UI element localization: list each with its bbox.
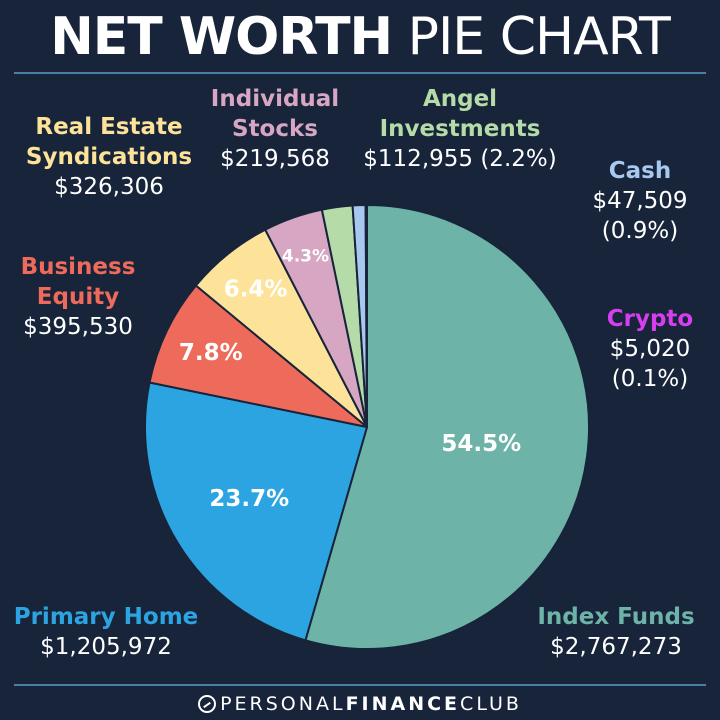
pie-percent-index-funds: 54.5% <box>441 431 521 457</box>
title-divider <box>14 72 706 74</box>
label-cash-pct: (0.9%) <box>601 218 679 244</box>
label-angel: Angel Investments $112,955 (2.2%) <box>355 84 565 174</box>
pie-percent-primary-home: 23.7% <box>209 486 289 512</box>
label-stocks-name1: Individual <box>210 86 340 112</box>
label-cash: Cash $47,509 (0.9%) <box>580 156 700 246</box>
label-index-name: Index Funds <box>537 604 695 630</box>
pie-slice-primary-home <box>144 381 369 642</box>
label-stocks-name2: Stocks <box>232 116 318 142</box>
label-real-estate-name2: Syndications <box>25 144 193 170</box>
label-cash-value: $47,509 <box>592 188 688 214</box>
label-individual-stocks: Individual Stocks $219,568 <box>195 84 355 174</box>
label-business-name2: Equity <box>36 284 120 310</box>
label-angel-name1: Angel <box>422 86 498 112</box>
label-home-value: $1,205,972 <box>40 634 172 660</box>
pie-slice-crypto <box>364 203 368 428</box>
title-bold: NET WORTH <box>50 7 393 67</box>
label-stocks-value: $219,568 <box>220 146 330 172</box>
pie-slice-business-equity <box>148 284 368 428</box>
label-business-value: $395,530 <box>23 314 133 340</box>
footer-brand: PERSONAL FINANCE CLUB <box>0 690 720 718</box>
label-crypto: Crypto $5,020 (0.1%) <box>590 304 710 394</box>
label-crypto-name: Crypto <box>606 306 694 332</box>
label-crypto-value: $5,020 <box>609 336 691 362</box>
label-real-estate: Real Estate Syndications $326,306 <box>14 112 204 202</box>
label-primary-home: Primary Home $1,205,972 <box>6 602 206 662</box>
label-cash-name: Cash <box>608 158 672 184</box>
label-crypto-pct: (0.1%) <box>611 366 689 392</box>
title-light: PIE CHART <box>407 7 671 67</box>
label-real-estate-value: $326,306 <box>54 174 164 200</box>
pie-percent-individual-stocks: 4.3% <box>282 246 329 266</box>
footer-part1: PERSONAL <box>220 693 346 715</box>
label-real-estate-name1: Real Estate <box>35 114 183 140</box>
logo-icon <box>198 695 217 713</box>
chart-title: NET WORTH PIE CHART <box>0 4 720 70</box>
label-business-name1: Business <box>20 254 136 280</box>
footer-part3: CLUB <box>460 693 522 715</box>
label-home-name: Primary Home <box>13 604 199 630</box>
label-business-equity: Business Equity $395,530 <box>8 252 148 342</box>
footer-part2: FINANCE <box>345 693 461 715</box>
label-angel-name2: Investments <box>379 116 541 142</box>
footer-divider <box>14 684 706 686</box>
pie-slice-index-funds <box>304 203 590 650</box>
pie-percent-business-equity: 7.8% <box>179 340 243 366</box>
label-index-funds: Index Funds $2,767,273 <box>526 602 706 662</box>
label-angel-value: $112,955 (2.2%) <box>363 146 557 172</box>
label-index-value: $2,767,273 <box>550 634 682 660</box>
pie-percent-real-estate-syndications: 6.4% <box>224 277 288 303</box>
